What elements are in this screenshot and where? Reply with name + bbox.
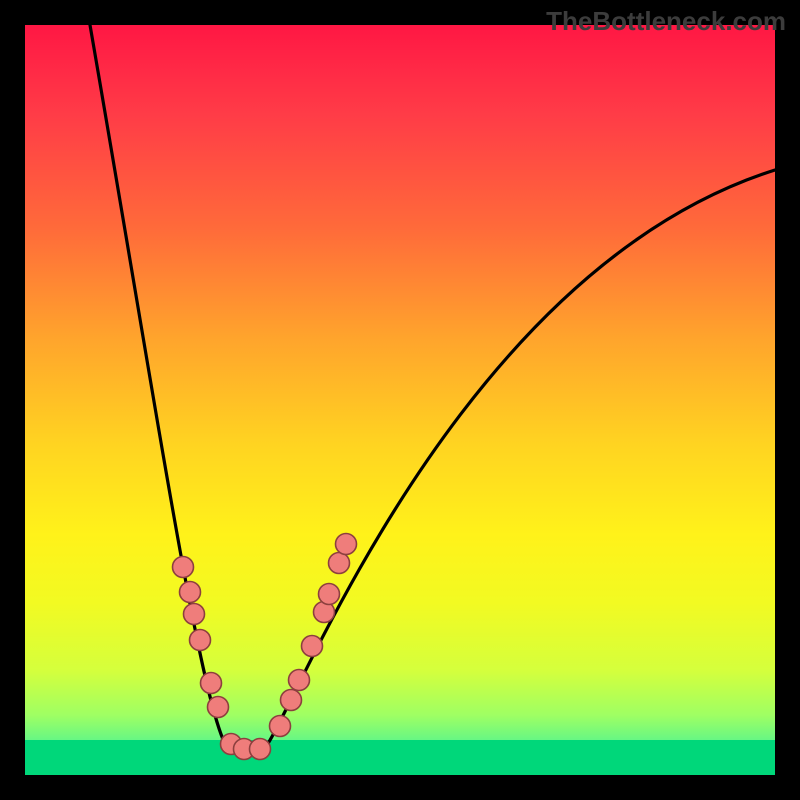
watermark-text: TheBottleneck.com bbox=[546, 6, 786, 37]
gradient-panel bbox=[25, 25, 775, 775]
chart-svg bbox=[0, 0, 800, 800]
marker-dot bbox=[270, 716, 291, 737]
green-band bbox=[25, 740, 775, 775]
marker-dot bbox=[281, 690, 302, 711]
chart-canvas: TheBottleneck.com bbox=[0, 0, 800, 800]
marker-dot bbox=[201, 673, 222, 694]
marker-dot bbox=[302, 636, 323, 657]
marker-dot bbox=[173, 557, 194, 578]
marker-dot bbox=[289, 670, 310, 691]
marker-dot bbox=[190, 630, 211, 651]
marker-dot bbox=[180, 582, 201, 603]
marker-dot bbox=[208, 697, 229, 718]
marker-dot bbox=[319, 584, 340, 605]
marker-dot bbox=[250, 739, 271, 760]
marker-dot bbox=[329, 553, 350, 574]
marker-dot bbox=[184, 604, 205, 625]
marker-dot bbox=[336, 534, 357, 555]
